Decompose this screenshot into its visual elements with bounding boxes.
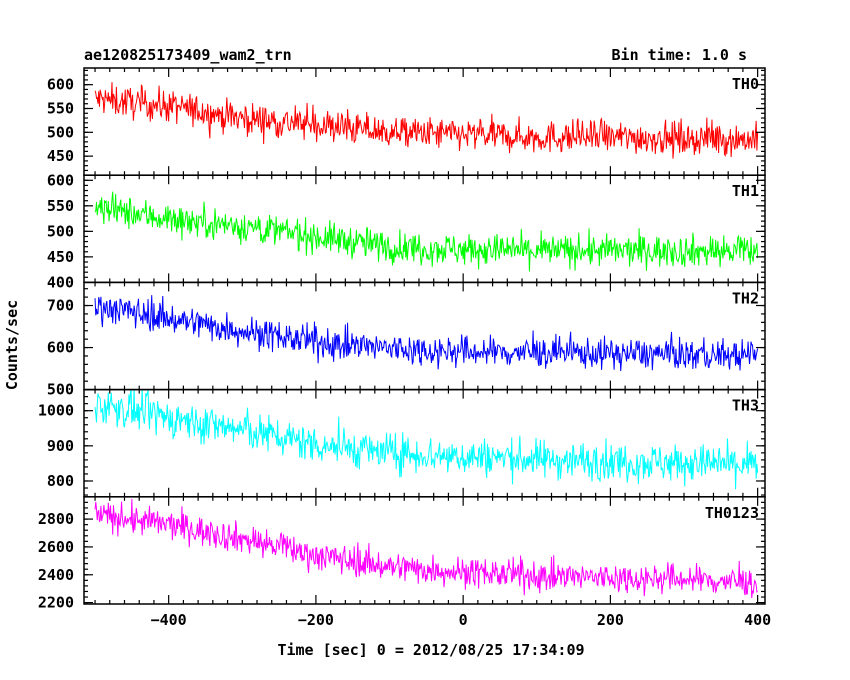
panel-name-label: TH0: [732, 75, 759, 93]
y-tick-label: 600: [47, 171, 74, 189]
panel-th0: 450 500 550 600 TH0: [47, 67, 766, 176]
panel-frame: [83, 281, 766, 391]
y-tick-label: 500: [47, 381, 74, 399]
series-line-th0: [94, 82, 759, 159]
y-tick-label: 600: [47, 76, 74, 94]
y-tick-label: 600: [47, 339, 74, 357]
x-tick-label: 0: [459, 611, 468, 629]
panel-th2: 500 600 700 TH2: [47, 281, 766, 399]
y-tick-label: 2600: [38, 538, 74, 556]
y-tick-label: 900: [47, 437, 74, 455]
panel-name-label: TH0123: [705, 504, 759, 522]
panel-frame: [83, 496, 766, 605]
series-line-th2: [94, 295, 759, 372]
panel-th1: 400 450 500 550 600 TH1: [47, 171, 766, 291]
x-tick-label: −400: [151, 611, 187, 629]
x-axis: −400 −200 0 200 400: [151, 611, 772, 629]
series-line-th0123: [94, 498, 758, 599]
y-tick-label: 800: [47, 472, 74, 490]
y-tick-label: 450: [47, 248, 74, 266]
panel-name-label: TH3: [732, 397, 759, 415]
x-tick-label: 200: [597, 611, 624, 629]
y-tick-label: 500: [47, 123, 74, 141]
y-tick-label: 550: [47, 197, 74, 215]
panel-frame: [83, 388, 766, 498]
bin-time-label: Bin time: 1.0 s: [612, 46, 747, 64]
x-axis-label: Time [sec] 0 = 2012/08/25 17:34:09: [277, 641, 584, 659]
panel-frame: [83, 67, 766, 176]
x-tick-label: 400: [744, 611, 771, 629]
series-line-th1: [94, 191, 759, 272]
panel-th0123: 2200 2400 2600 2800 TH0123: [38, 496, 766, 612]
panels: 450 500 550 600 TH0 400 450 500 550 600 TH1 500 600 7…: [38, 67, 766, 612]
panel-name-label: TH2: [732, 289, 759, 307]
y-tick-label: 1000: [38, 402, 74, 420]
y-tick-label: 2200: [38, 594, 74, 612]
y-tick-label: 550: [47, 99, 74, 117]
y-axis-label: Counts/sec: [3, 300, 21, 390]
y-tick-label: 2400: [38, 566, 74, 584]
y-tick-label: 2800: [38, 510, 74, 528]
y-tick-label: 400: [47, 273, 74, 291]
y-tick-label: 700: [47, 297, 74, 315]
series-line-th3: [94, 389, 759, 490]
panel-frame: [83, 174, 766, 284]
y-tick-label: 500: [47, 222, 74, 240]
panel-name-label: TH1: [732, 182, 759, 200]
y-tick-label: 450: [47, 147, 74, 165]
chart-title: ae120825173409_wam2_trn: [84, 46, 292, 64]
panel-th3: 800 900 1000 TH3: [38, 388, 766, 498]
x-tick-label: −200: [298, 611, 334, 629]
